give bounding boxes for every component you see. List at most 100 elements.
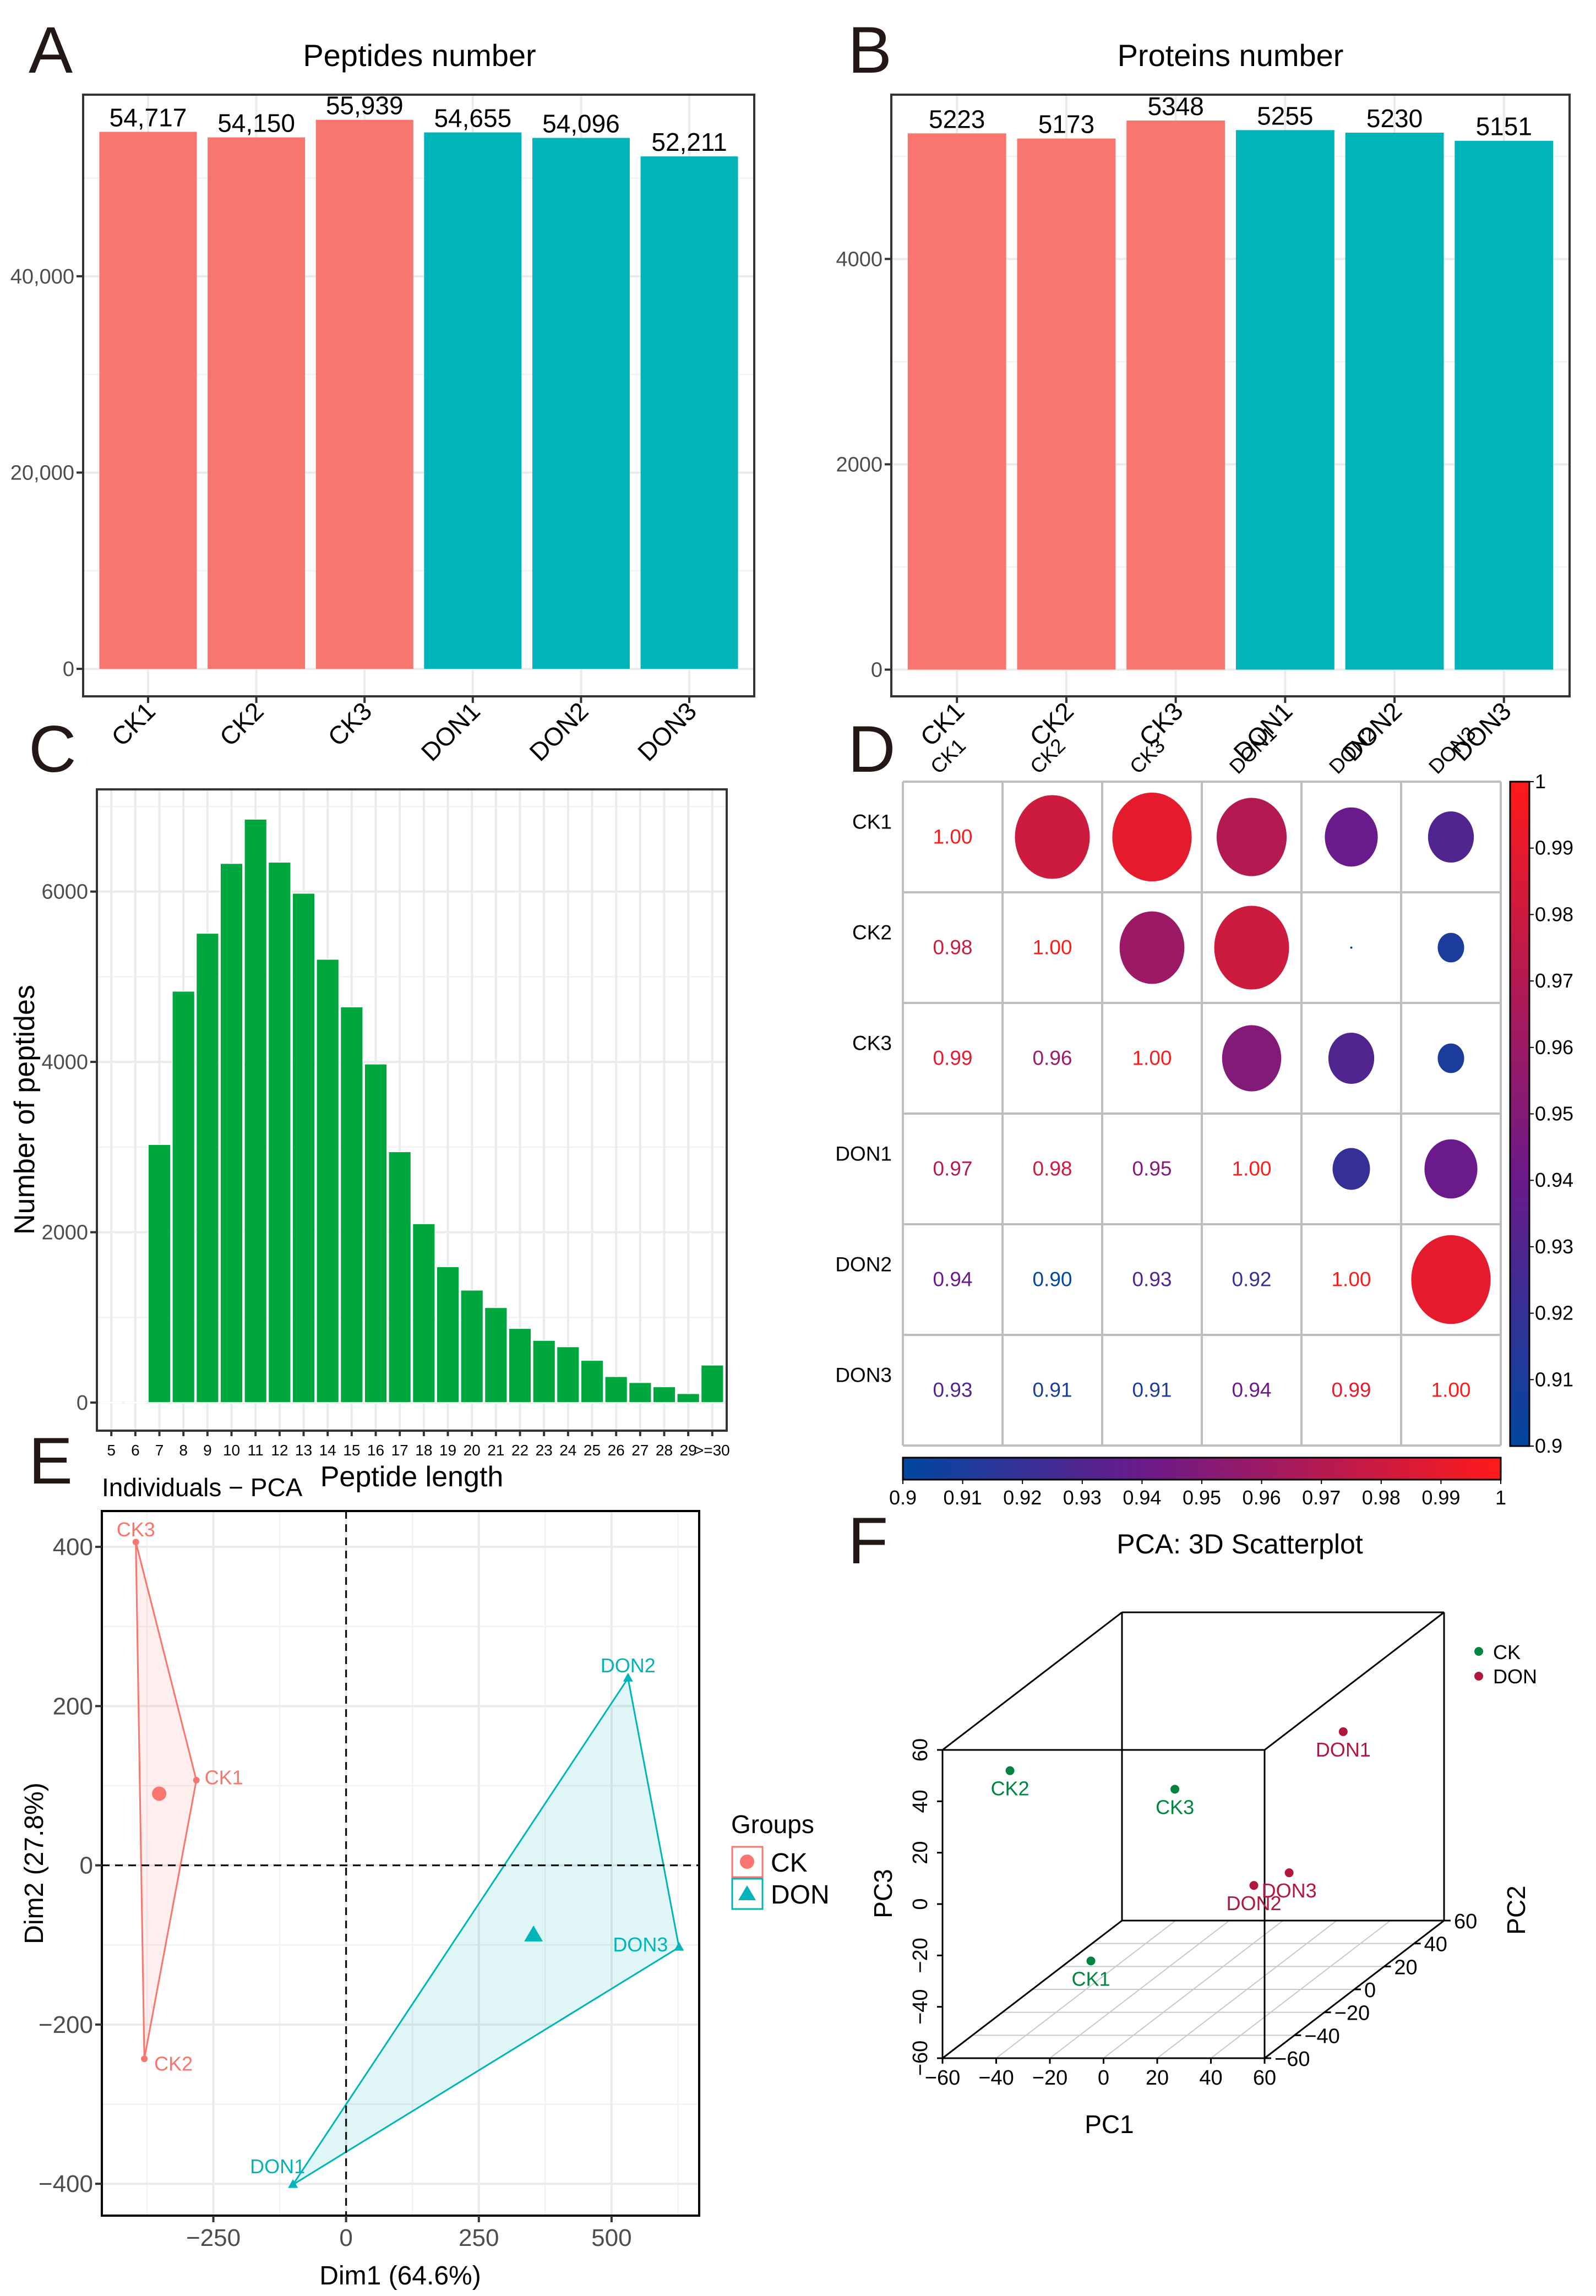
correlation-value: 0.98 [933, 936, 972, 958]
legend-label-ck: CK [1493, 1641, 1521, 1664]
x-tick-label: 9 [203, 1442, 212, 1459]
row-label: DON1 [835, 1143, 892, 1165]
correlation-circle [1411, 1235, 1491, 1324]
points: CK1 CK2 CK3 DON1 DON2 DON3 [117, 1518, 684, 2188]
panel-b-proteins-chart: Proteins number 5223 5173 5348 5255 5230 5151… [836, 38, 1571, 766]
bar-length-5 [100, 1401, 123, 1404]
point-don2 [1249, 1881, 1259, 1890]
x-tick-label: 5 [107, 1442, 116, 1459]
colorbar-tick-label: 0.99 [1535, 837, 1573, 859]
x-tick-label: 24 [559, 1442, 576, 1459]
x-tick-label: 13 [295, 1442, 312, 1459]
correlation-value: 0.97 [933, 1157, 972, 1180]
correlation-value: 0.95 [1132, 1157, 1172, 1180]
colorbar-tick-label: 0.97 [1302, 1486, 1341, 1509]
panel-letter-e: E [29, 1424, 73, 1498]
row-label: CK3 [852, 1032, 892, 1055]
reference-lines [102, 1511, 699, 2216]
chart-title: Peptides number [303, 38, 536, 73]
bars [907, 121, 1554, 670]
x-tick-label: 26 [608, 1442, 625, 1459]
bar-labels: 54,717 54,150 55,939 54,655 54,096 52,211 [110, 91, 727, 156]
x-tick-label: 16 [367, 1442, 384, 1459]
bar-length-27 [628, 1382, 652, 1403]
point-label: DON3 [1262, 1879, 1317, 1902]
x-tick-label: −20 [1032, 2066, 1067, 2090]
plot-frame [82, 94, 755, 697]
bar-length-8 [172, 990, 195, 1403]
y-tick-label: 40 [1424, 1933, 1447, 1956]
colorbars: 0.90.910.920.930.940.950.960.970.980.991… [889, 770, 1573, 1509]
point-ck3 [132, 1539, 139, 1546]
colorbar-tick-label: 0.96 [1535, 1036, 1573, 1059]
bar-don3 [640, 156, 738, 669]
legend: CK DON [1474, 1641, 1537, 1688]
correlation-circle [1222, 1025, 1282, 1092]
bar-ck2 [208, 137, 306, 669]
y-tick-label: 6000 [41, 881, 88, 904]
data-label: 54,717 [110, 103, 187, 132]
colorbar-tick-label: 0.99 [1421, 1486, 1460, 1509]
point-label: CK3 [1156, 1796, 1194, 1818]
correlation-circle [1428, 811, 1474, 863]
y-tick-label: 200 [53, 1693, 93, 1720]
legend-key-ck [731, 1846, 764, 1878]
axes: −60 −40 −20 0 20 40 60−60−40−200204060−60−40−2… [909, 1738, 1477, 2090]
bar-length-21 [484, 1307, 508, 1403]
axes: −250 0 250 500 −400 −200 0 200 400 [39, 1534, 632, 2251]
row-label: CK1 [852, 811, 892, 833]
bar-don2 [532, 138, 630, 669]
x-tick-label: 20 [1146, 2066, 1169, 2090]
x-tick-label: 18 [415, 1442, 432, 1459]
bar-length-25 [580, 1360, 604, 1403]
y-tick-label: 20 [1394, 1956, 1417, 1979]
x-tick-label: −250 [186, 2224, 241, 2251]
colorbar-tick-label: 0.98 [1535, 903, 1573, 925]
correlation-value: 1.00 [1032, 936, 1072, 958]
bar-length-22 [508, 1328, 532, 1403]
bar-length-26 [604, 1376, 628, 1403]
centroid-don [524, 1925, 543, 1941]
bar-length-20 [460, 1289, 484, 1403]
correlation-value: 1.00 [1331, 1268, 1371, 1290]
x-tick-label: DON2 [524, 696, 593, 766]
y-tick-label: 0 [63, 658, 74, 681]
correlation-circle [1216, 798, 1287, 876]
x-tick-label: DON1 [416, 696, 486, 766]
y-tick-label: −60 [1274, 2048, 1310, 2071]
x-tick-label: CK2 [214, 696, 269, 751]
correlation-value: 0.96 [1032, 1046, 1072, 1069]
x-tick-label: 0 [339, 2224, 352, 2251]
point-don2 [623, 1672, 633, 1682]
colorbar-tick-label: 0.94 [1123, 1486, 1161, 1509]
x-tick-label: −60 [925, 2066, 960, 2090]
legend-don-dot-icon [1474, 1672, 1483, 1681]
point-label: DON2 [1227, 1892, 1282, 1915]
correlation-circle [1214, 906, 1289, 990]
y-tick-label: 400 [53, 1534, 93, 1561]
bar-ck3 [1126, 121, 1225, 670]
colorbar-tick-label: 0.9 [889, 1486, 917, 1509]
correlation-value: 0.93 [933, 1378, 972, 1401]
data-label: 54,655 [434, 104, 511, 133]
x-tick-label: 60 [1253, 2066, 1276, 2090]
bar-don1 [1235, 130, 1334, 670]
x-tick-label: 8 [179, 1442, 188, 1459]
correlation-value: 0.93 [1132, 1268, 1172, 1290]
axes: 0 2000 4000 6000 5 6 7 8 9 10 11 12 13 14 15 16 17 18 19 20… [41, 881, 729, 1459]
point-label: CK1 [205, 1766, 243, 1788]
point-ck1 [1086, 1956, 1096, 1966]
panel-a-peptides-chart: Peptides number 54,717 54,150 55,939 54,655… [10, 38, 755, 766]
x-tick-label: CK1 [106, 696, 161, 751]
y-tick-label: 4000 [836, 248, 883, 271]
correlation-value: 0.90 [1032, 1268, 1072, 1290]
bar-don1 [424, 132, 522, 669]
point-ck2 [1005, 1766, 1015, 1775]
x-tick-label: 7 [155, 1442, 164, 1459]
z-tick-label: 20 [909, 1841, 932, 1864]
data-label: 5223 [929, 105, 985, 133]
colorbar-tick-label: 1 [1535, 770, 1546, 793]
bar-length-19 [436, 1266, 460, 1403]
bar-length-29 [677, 1393, 700, 1403]
